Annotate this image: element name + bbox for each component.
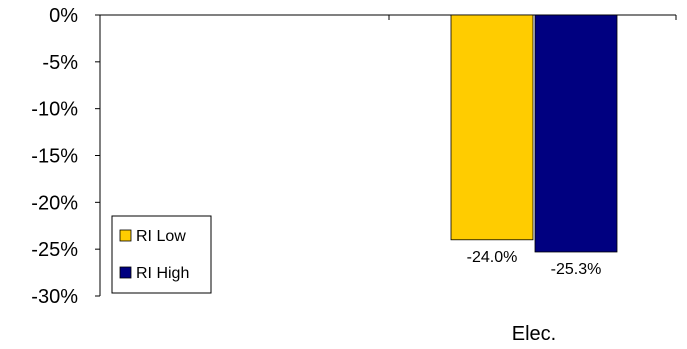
legend-swatch <box>119 266 132 279</box>
y-tick-label: -10% <box>31 99 78 121</box>
data-label: -24.0% <box>467 249 518 266</box>
y-tick-label: 0% <box>49 5 78 27</box>
category-label: Elec. <box>512 323 556 345</box>
y-tick-label: -30% <box>31 286 78 308</box>
bar-ri-high <box>534 14 618 253</box>
legend-label: RI High <box>136 265 189 282</box>
category-labels: Elec. <box>512 323 556 345</box>
bars <box>450 14 618 253</box>
y-tick-label: -5% <box>42 52 78 74</box>
y-tick-label: -20% <box>31 192 78 214</box>
data-labels: -24.0% -25.3% <box>467 249 602 278</box>
y-tick-label: -25% <box>31 239 78 261</box>
y-axis: 0% -5% -10% -15% -20% -25% -30% <box>31 5 677 308</box>
legend: RI Low RI High <box>111 215 212 294</box>
bar-ri-low <box>450 14 534 241</box>
legend-label: RI Low <box>136 228 186 245</box>
legend-box <box>111 215 212 294</box>
legend-swatch <box>119 229 132 242</box>
y-tick-label: -15% <box>31 146 78 168</box>
data-label: -25.3% <box>551 261 602 278</box>
